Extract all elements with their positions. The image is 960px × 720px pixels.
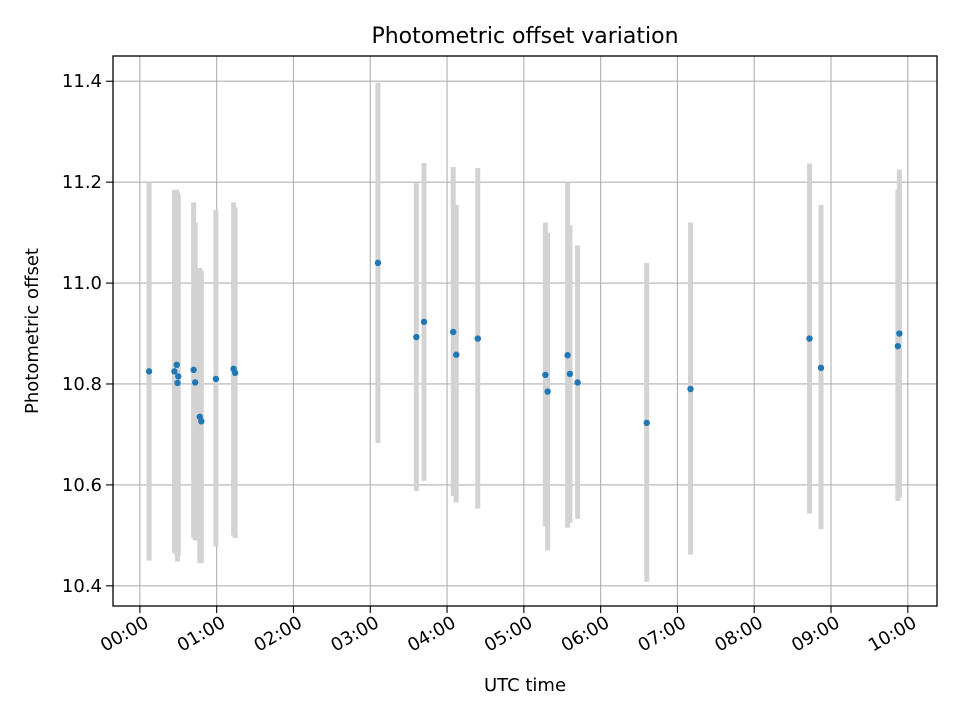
x-tick-label-4: 04:00: [404, 612, 459, 656]
data-point-2: [173, 361, 180, 369]
y-tick-label-0: 10.4: [62, 576, 102, 597]
y-tick-label-4: 11.2: [62, 172, 102, 193]
x-axis-label: UTC time: [484, 675, 566, 696]
grid-lines: [113, 56, 937, 606]
data-point-0: [145, 368, 153, 375]
data-point-28: [896, 330, 903, 337]
data-points: [145, 259, 903, 427]
data-point-20: [564, 352, 571, 359]
chart-title: Photometric offset variation: [371, 24, 678, 49]
plot-frame: [112, 55, 938, 607]
data-point-3: [174, 379, 181, 387]
y-axis-ticks: 10.4 10.6 10.8 11.0 11.2 11.4: [62, 71, 113, 597]
x-tick-label-7: 07:00: [635, 612, 690, 656]
y-tick-label-2: 10.8: [62, 374, 102, 395]
y-tick-label-5: 11.4: [62, 71, 102, 92]
data-point-11: [231, 369, 239, 377]
data-point-27: [894, 342, 902, 350]
x-tick-label-9: 09:00: [788, 612, 843, 656]
data-point-22: [574, 379, 581, 386]
x-tick-label-0: 00:00: [97, 612, 152, 656]
x-tick-label-6: 06:00: [558, 612, 613, 656]
y-axis-label: Photometric offset: [22, 248, 43, 414]
data-point-12: [374, 259, 382, 267]
data-point-1: [171, 368, 178, 375]
x-axis-ticks: 00:00 01:00 02:00 03:00 04:00 05:00 06:00 07:00…: [97, 606, 920, 656]
y-tick-label-3: 11.0: [62, 273, 102, 294]
data-point-24: [687, 385, 694, 393]
data-point-6: [191, 379, 199, 386]
data-point-18: [542, 371, 549, 379]
data-point-8: [198, 418, 205, 425]
x-tick-label-2: 02:00: [251, 612, 306, 656]
x-tick-label-1: 01:00: [174, 612, 229, 656]
data-point-21: [566, 370, 574, 378]
x-tick-label-8: 08:00: [711, 612, 766, 656]
y-tick-label-1: 10.6: [62, 475, 102, 496]
data-point-25: [806, 335, 813, 342]
data-point-16: [453, 351, 460, 358]
data-point-26: [817, 364, 825, 372]
data-point-15: [449, 328, 457, 336]
data-point-23: [643, 419, 650, 427]
data-point-14: [420, 318, 428, 326]
x-tick-label-3: 03:00: [327, 612, 382, 656]
x-tick-label-10: 10:00: [865, 612, 920, 656]
data-point-17: [474, 335, 481, 342]
x-tick-label-5: 05:00: [481, 612, 536, 656]
data-point-19: [544, 388, 551, 395]
data-point-5: [190, 366, 197, 374]
data-point-9: [212, 375, 220, 383]
data-point-4: [175, 373, 182, 380]
data-point-13: [413, 333, 420, 341]
